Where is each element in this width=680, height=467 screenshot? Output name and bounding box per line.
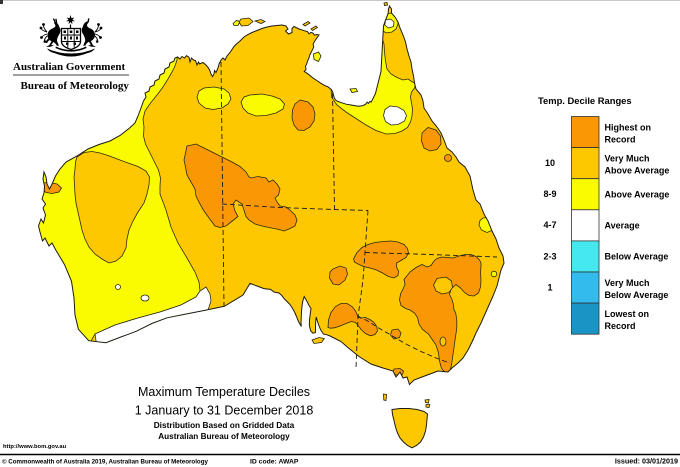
svg-text:Australian Bureau of Meteorolo: Australian Bureau of Meteorology	[158, 432, 290, 441]
svg-text:1 January to 31 December 2018: 1 January to 31 December 2018	[135, 404, 314, 418]
svg-text:Above Average: Above Average	[605, 166, 670, 176]
svg-text:4-7: 4-7	[543, 220, 556, 230]
svg-text:Lowest on: Lowest on	[605, 309, 650, 319]
svg-text:Above Average: Above Average	[605, 190, 670, 200]
svg-text:Record: Record	[605, 321, 636, 331]
svg-text:Very Much: Very Much	[605, 154, 650, 164]
svg-text:Temp. Decile Ranges: Temp. Decile Ranges	[538, 95, 632, 106]
svg-text:10: 10	[545, 158, 555, 168]
svg-text:Below Average: Below Average	[605, 290, 669, 300]
svg-text:8-9: 8-9	[543, 189, 556, 199]
svg-text:2-3: 2-3	[543, 251, 556, 261]
svg-text:Record: Record	[605, 135, 636, 145]
svg-text:Highest on: Highest on	[605, 123, 652, 133]
svg-text:Maximum Temperature Deciles: Maximum Temperature Deciles	[138, 385, 310, 399]
svg-text:Issued: 03/01/2019: Issued: 03/01/2019	[615, 457, 678, 466]
svg-text:Average: Average	[605, 221, 640, 231]
svg-text:Bureau of Meteorology: Bureau of Meteorology	[21, 80, 130, 92]
svg-text:1: 1	[547, 282, 552, 292]
svg-text:ID code: AWAP: ID code: AWAP	[250, 459, 299, 466]
svg-text:Very Much: Very Much	[605, 278, 650, 288]
svg-text:Below Average: Below Average	[605, 252, 669, 262]
svg-text:© Commonwealth of Australia 20: © Commonwealth of Australia 2019, Austra…	[2, 459, 208, 466]
svg-text:Australian Government: Australian Government	[13, 61, 125, 73]
svg-text:http://www.bom.gov.au: http://www.bom.gov.au	[3, 444, 67, 450]
svg-text:Distribution Based on Gridded: Distribution Based on Gridded Data	[154, 420, 295, 430]
